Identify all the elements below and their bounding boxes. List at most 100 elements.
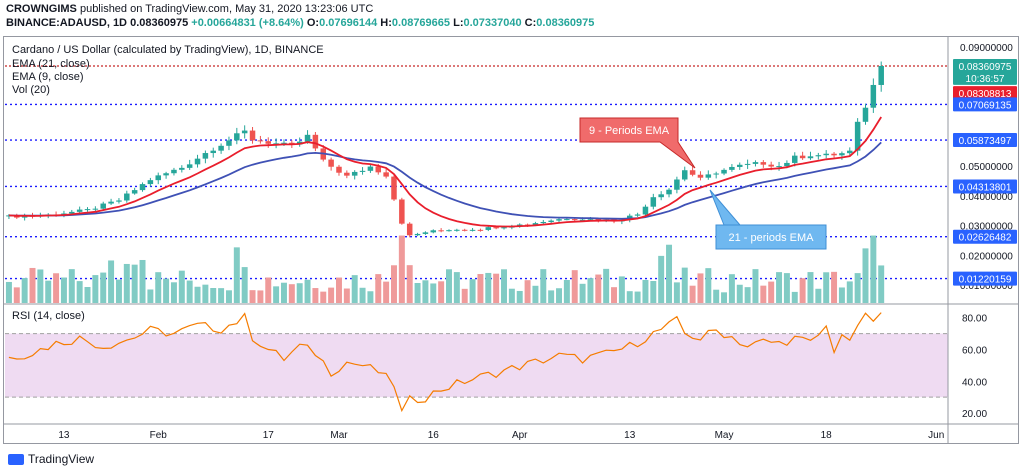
candle-body: [383, 172, 389, 177]
volume-bar: [838, 287, 845, 303]
volume-bar: [414, 282, 421, 303]
close-value: 0.08360975: [536, 17, 595, 29]
rsi-tick-label: 80.00: [962, 314, 987, 325]
volume-bar: [100, 272, 107, 303]
candle-body: [304, 134, 311, 142]
volume-bar: [21, 278, 28, 303]
volume-bar: [595, 274, 602, 303]
price-badge: 10:36:57: [953, 70, 1017, 85]
legend-ema9: EMA (9, close): [12, 71, 84, 83]
candle-body: [815, 155, 822, 157]
candle-body: [697, 174, 704, 178]
volume-bar: [760, 285, 767, 303]
time-tick-label: Mar: [330, 430, 348, 441]
candle-body: [84, 209, 91, 211]
volume-bar: [76, 281, 83, 303]
price-tick-label: 0.03000000: [960, 222, 1013, 233]
price-change: +0.00664831 (+8.64%): [191, 17, 304, 29]
volume-bar: [53, 273, 60, 303]
legend-volume: Vol (20): [12, 84, 50, 96]
volume-bar: [304, 279, 311, 303]
candle-body: [752, 162, 759, 164]
volume-bar: [642, 279, 649, 303]
volume-bar: [383, 281, 390, 303]
time-tick-label: Apr: [512, 430, 528, 441]
volume-bar: [430, 283, 437, 303]
candle-body: [131, 190, 138, 194]
candle-body: [744, 163, 751, 165]
candle-body: [878, 65, 884, 85]
candle-body: [139, 184, 146, 191]
time-tick-label: 13: [624, 430, 636, 441]
candle-body: [831, 153, 837, 156]
volume-bar: [587, 278, 594, 303]
price-tick-label: 0.05000000: [960, 162, 1013, 173]
last-price: 0.08360975: [130, 17, 189, 29]
price-badge: 0.01220159: [953, 271, 1017, 286]
ema21-line: [8, 141, 882, 220]
volume-bar: [603, 268, 610, 303]
candle-body: [854, 121, 861, 151]
volume-bar: [45, 280, 52, 303]
volume-bar: [752, 269, 759, 303]
candle-body: [650, 197, 657, 207]
volume-bar: [485, 272, 492, 303]
volume-bar: [736, 284, 743, 303]
candle-body: [265, 141, 272, 144]
volume-bar: [210, 288, 217, 303]
price-badge: 0.08360975: [953, 58, 1017, 73]
volume-bar: [131, 264, 138, 303]
candle-body: [351, 171, 358, 176]
candle-body: [870, 84, 877, 108]
price-badge-label: 0.05873497: [959, 136, 1012, 147]
price-tick-label: 0.02000000: [960, 251, 1013, 262]
volume-bar: [705, 268, 712, 303]
volume-bar: [508, 288, 515, 303]
volume-bar: [218, 288, 225, 303]
volume-bar: [312, 288, 319, 303]
candle-body: [359, 170, 366, 172]
time-tick-label: 18: [821, 430, 833, 441]
volume-bar: [493, 273, 500, 303]
volume-bar: [563, 279, 570, 303]
tradingview-logo[interactable]: TradingView: [8, 452, 94, 466]
volume-bar: [202, 284, 209, 303]
candle-body: [163, 173, 169, 176]
volume-bar: [823, 272, 830, 303]
time-tick-label: 13: [58, 430, 70, 441]
volume-bar: [469, 279, 476, 303]
rsi-band: [5, 333, 948, 398]
price-badge-bg: [953, 229, 1017, 244]
rsi-pane: [5, 312, 948, 413]
chart-header: CROWNGIMS published on TradingView.com, …: [0, 0, 1024, 32]
ema-lines: [8, 116, 882, 228]
volume-bar: [273, 286, 280, 303]
candle-body: [226, 140, 232, 146]
high-value: 0.08769665: [391, 17, 451, 29]
price-badge-label: 0.08308813: [959, 89, 1012, 100]
volume-bar: [744, 287, 751, 303]
rsi-tick-label: 60.00: [962, 345, 987, 356]
volume-bar: [241, 267, 248, 303]
volume-bar: [225, 290, 232, 303]
candle-body: [367, 166, 374, 171]
volume-bar: [799, 278, 806, 303]
volume-bar: [626, 291, 633, 303]
candle-body: [391, 176, 397, 200]
candle-body: [422, 232, 429, 234]
candle-body: [792, 155, 798, 163]
volume-bar: [68, 269, 75, 303]
price-badge-bg: [953, 179, 1017, 194]
time-tick-label: Feb: [150, 430, 168, 441]
volume-bar: [689, 285, 696, 303]
candle-body: [760, 162, 767, 165]
publisher-name: CROWNGIMS: [6, 3, 77, 15]
candle-body: [249, 130, 256, 141]
volume-bar: [155, 272, 162, 303]
volume-bar: [123, 263, 130, 303]
published-text: published on TradingView.com, May 31, 20…: [79, 3, 374, 15]
price-badge-label: 0.04313801: [959, 182, 1012, 193]
candle-body: [124, 193, 130, 201]
open-label: O:: [306, 17, 320, 29]
